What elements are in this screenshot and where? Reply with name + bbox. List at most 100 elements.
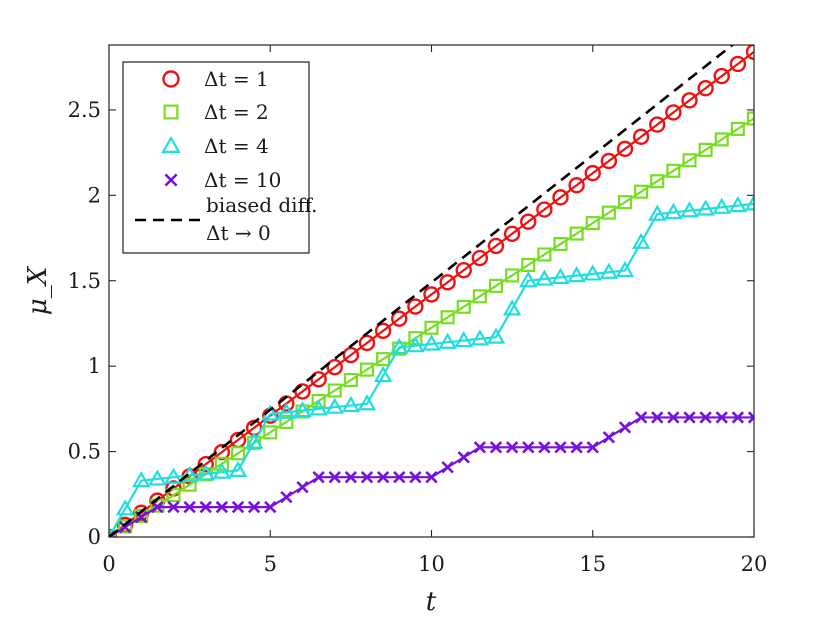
data-point [586, 441, 599, 454]
data-point [199, 500, 212, 514]
data-point [263, 425, 278, 440]
data-point [183, 500, 196, 514]
data-point [682, 153, 697, 168]
data-point [406, 336, 425, 353]
data-point [522, 441, 535, 454]
data-point [714, 132, 729, 147]
y-tick-label: 1 [88, 354, 101, 378]
data-point [456, 299, 471, 314]
data-point [212, 462, 232, 479]
x-tick-label: 15 [579, 552, 606, 576]
data-point [280, 490, 293, 504]
data-point [118, 520, 132, 534]
data-point [602, 431, 616, 444]
data-point [519, 271, 538, 288]
data-point [310, 371, 327, 388]
data-point [182, 477, 197, 492]
legend-marker [162, 70, 180, 88]
data-point [600, 152, 618, 170]
data-point [373, 365, 393, 383]
data-point [681, 92, 698, 109]
axes-layer: 0 5 10 15 20 0 0.5 1 1.5 2 2.5 [68, 44, 767, 576]
y-tick-label: 0.5 [68, 440, 101, 464]
data-point [167, 500, 180, 514]
data-point [568, 177, 585, 194]
data-point [585, 216, 600, 231]
data-point [423, 286, 440, 303]
data-point [569, 226, 584, 241]
data-point [553, 236, 568, 252]
data-point [409, 471, 422, 484]
data-point [502, 299, 522, 316]
data-point [486, 327, 506, 344]
data-point [328, 471, 341, 484]
data-point [455, 261, 472, 279]
legend-item-2: Δt = 2 [163, 100, 269, 124]
series-line-dashed [109, 45, 735, 537]
series-5 [109, 45, 735, 537]
data-point [197, 456, 214, 473]
data-point [390, 337, 409, 354]
data-point [454, 330, 473, 348]
data-point [712, 197, 731, 214]
x-tick-label: 10 [418, 552, 445, 576]
data-point [312, 471, 325, 484]
data-point [166, 488, 181, 503]
data-point [359, 362, 375, 377]
data-point [713, 67, 730, 85]
data-point [698, 142, 713, 157]
data-point [747, 411, 754, 424]
data-point [311, 393, 326, 409]
data-point [552, 189, 569, 206]
data-point [649, 116, 666, 133]
data-point [651, 411, 664, 424]
data-point [471, 249, 489, 267]
data-point [376, 471, 390, 484]
data-point [487, 237, 505, 255]
data-point [228, 460, 248, 477]
data-point [440, 310, 455, 325]
data-point [521, 257, 536, 272]
data-point [648, 204, 667, 221]
legend-item-1: Δt = 1 [162, 67, 269, 91]
data-point [666, 163, 681, 178]
legend-marker [164, 173, 178, 187]
data-point [327, 383, 342, 398]
data-point [664, 202, 683, 220]
data-point [667, 411, 680, 424]
data-point [230, 446, 246, 461]
data-point [425, 471, 438, 484]
data-point [439, 274, 456, 291]
data-point [601, 205, 616, 220]
series-4 [109, 411, 754, 537]
data-point [215, 500, 229, 514]
data-point [615, 260, 635, 278]
data-point [196, 464, 215, 481]
data-point [554, 441, 567, 454]
legend-item-4: Δt = 10 [164, 168, 281, 192]
data-point [296, 481, 309, 494]
data-point [537, 247, 552, 262]
data-point [634, 411, 648, 424]
data-point [505, 268, 520, 283]
data-point [424, 320, 439, 335]
y-tick-label: 0 [88, 525, 101, 549]
data-point [277, 402, 296, 419]
data-point [650, 174, 665, 189]
data-point [151, 500, 164, 514]
data-point [729, 55, 747, 73]
data-point [680, 201, 699, 218]
data-point [584, 164, 601, 182]
data-point [583, 264, 602, 281]
data-point [745, 45, 754, 61]
data-point [326, 358, 343, 376]
data-point [408, 331, 423, 346]
data-point [728, 196, 748, 213]
data-point [503, 225, 521, 242]
data-point [164, 467, 183, 484]
data-point [115, 499, 135, 516]
data-point [536, 201, 553, 218]
data-point [599, 262, 619, 279]
